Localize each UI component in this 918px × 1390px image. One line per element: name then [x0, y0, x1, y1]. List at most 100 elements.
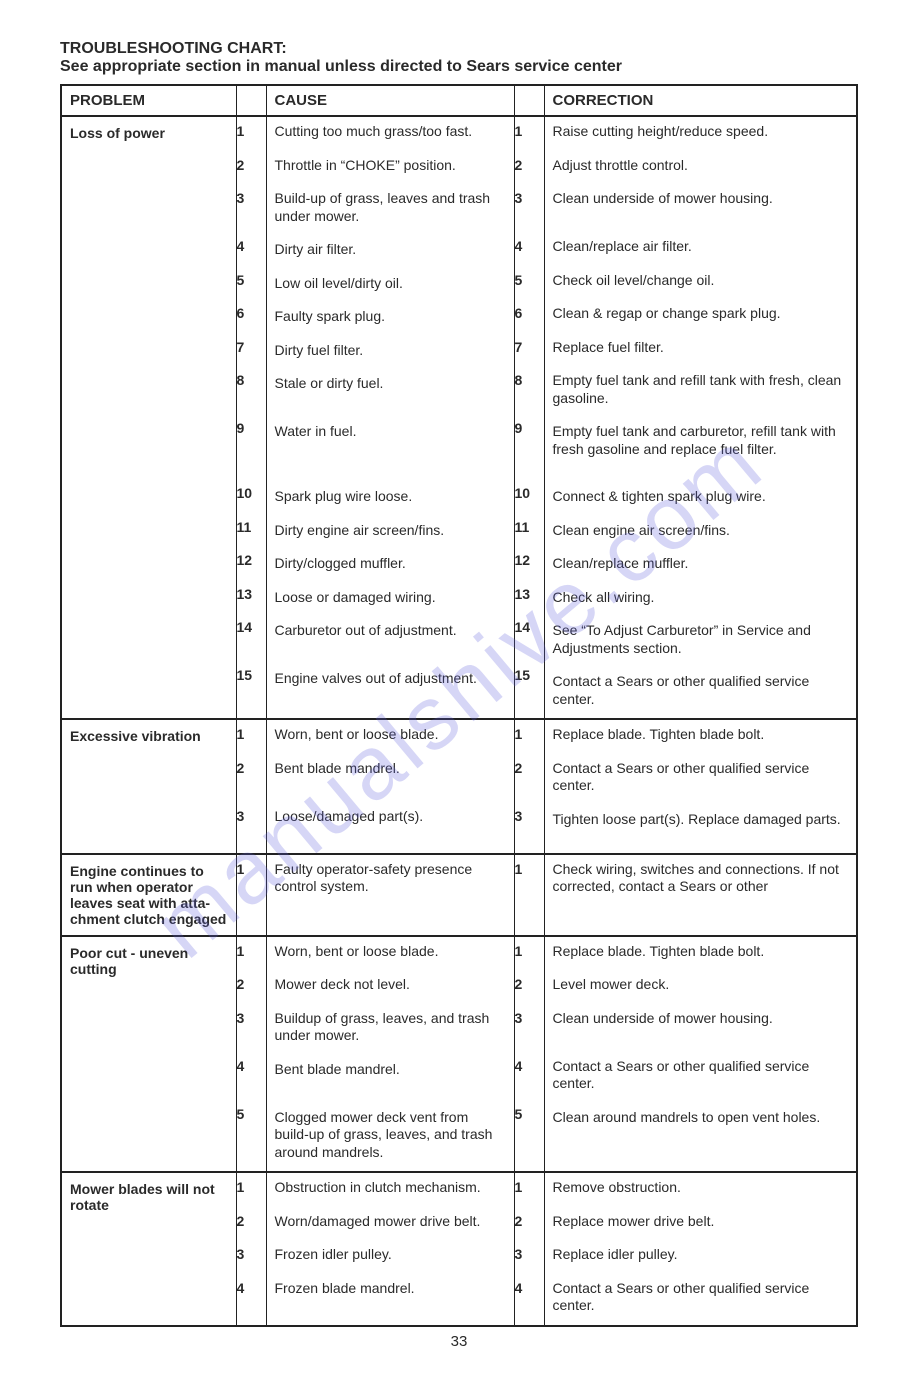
cell-cause: Dirty fuel filter.: [267, 336, 514, 370]
cell-cause: Engine valves out of adjustment.: [267, 664, 514, 712]
row-number: 8: [237, 366, 266, 414]
cell-correction: Replace mower drive belt.: [545, 1207, 857, 1241]
cell-correction: Check oil level/change oil.: [545, 266, 857, 300]
cell-correction: Check wiring, switches and connections. …: [545, 855, 857, 920]
row-number: 3: [237, 1004, 266, 1052]
cell-cause: Worn, bent or loose blade.: [267, 720, 514, 754]
cell-cause: Water in fuel.: [267, 417, 514, 482]
row-number: 13: [515, 580, 544, 614]
cell-correction: Adjust throttle control.: [545, 151, 857, 185]
cell-correction: Clean underside of mower housing.: [545, 184, 857, 232]
cell-cause: Stale or dirty fuel.: [267, 369, 514, 417]
table-section-row: Excessive vibration123Worn, bent or loos…: [61, 719, 857, 854]
cell-cause: Bent blade mandrel.: [267, 1055, 514, 1103]
cell-correction: Remove obstruction.: [545, 1173, 857, 1207]
row-number: 6: [515, 299, 544, 333]
table-section-row: Loss of power123456789101112131415Cuttin…: [61, 116, 857, 719]
cell-cause: Low oil level/dirty oil.: [267, 269, 514, 303]
cell-correction: Clean around mandrels to open vent holes…: [545, 1103, 857, 1168]
row-number: 2: [515, 1207, 544, 1241]
cell-cause: Throttle in “CHOKE” position.: [267, 151, 514, 185]
row-number: 1: [237, 937, 266, 971]
row-number: 1: [237, 117, 266, 151]
cell-cause: Faulty operator-safety presence control …: [267, 855, 514, 920]
row-number: 4: [515, 232, 544, 266]
row-number: 4: [237, 1274, 266, 1322]
page-title-2: See appropriate section in manual unless…: [60, 58, 858, 76]
row-number: 3: [515, 1004, 544, 1052]
cell-correction: Check all wiring.: [545, 583, 857, 617]
row-number: 7: [515, 333, 544, 367]
row-number: 2: [515, 754, 544, 802]
row-number: 11: [515, 513, 544, 547]
row-number: 1: [237, 720, 266, 754]
page-title-1: TROUBLESHOOTING CHART:: [60, 40, 858, 58]
problem-label: Engine continues to run when operator le…: [62, 855, 236, 935]
row-number: 3: [515, 802, 544, 850]
problem-label: Mower blades will not rotate: [62, 1173, 236, 1221]
row-number: 9: [237, 414, 266, 479]
row-number: 2: [237, 970, 266, 1004]
row-number: 2: [515, 970, 544, 1004]
cell-correction: Contact a Sears or other qualified servi…: [545, 754, 857, 805]
row-number: 3: [237, 802, 266, 850]
row-number: 4: [237, 1052, 266, 1100]
cell-cause: Clogged mower deck vent from build-up of…: [267, 1103, 514, 1172]
row-number: 1: [515, 937, 544, 971]
cell-cause: Worn, bent or loose blade.: [267, 937, 514, 971]
cell-correction: Replace blade. Tighten blade bolt.: [545, 937, 857, 971]
cell-correction: Contact a Sears or other qualified servi…: [545, 1052, 857, 1103]
col-header-num-a: [236, 85, 266, 116]
cell-cause: Worn/damaged mower drive belt.: [267, 1207, 514, 1241]
cell-cause: Dirty engine air screen/fins.: [267, 516, 514, 550]
cell-cause: Bent blade mandrel.: [267, 754, 514, 802]
row-number: 14: [237, 613, 266, 661]
row-number: 1: [237, 855, 266, 920]
row-number: 4: [515, 1274, 544, 1322]
row-number: 10: [237, 479, 266, 513]
cell-cause: Loose/damaged part(s).: [267, 802, 514, 850]
row-number: 2: [515, 151, 544, 185]
cell-cause: Faulty spark plug.: [267, 302, 514, 336]
cell-correction: Empty fuel tank and carburetor, refill t…: [545, 417, 857, 482]
cell-correction: Contact a Sears or other qualified servi…: [545, 667, 857, 718]
row-number: 2: [237, 754, 266, 802]
cell-cause: Loose or damaged wiring.: [267, 583, 514, 617]
row-number: 15: [237, 661, 266, 709]
col-header-problem: PROBLEM: [61, 85, 236, 116]
cell-correction: Clean/replace muffler.: [545, 549, 857, 583]
cell-correction: See “To Adjust Carburetor” in Service an…: [545, 616, 857, 667]
cell-cause: Carburetor out of adjustment.: [267, 616, 514, 664]
row-number: 10: [515, 479, 544, 513]
row-number: 5: [515, 266, 544, 300]
row-number: 3: [515, 184, 544, 232]
troubleshooting-table: PROBLEM CAUSE CORRECTION Loss of power12…: [60, 84, 858, 1327]
cell-correction: Clean underside of mower housing.: [545, 1004, 857, 1052]
table-section-row: Poor cut - uneven cutting12345Worn, bent…: [61, 936, 857, 1173]
row-number: 4: [515, 1052, 544, 1100]
cell-correction: Empty fuel tank and refill tank with fre…: [545, 366, 857, 417]
row-number: 5: [237, 1100, 266, 1165]
table-body: Loss of power123456789101112131415Cuttin…: [61, 116, 857, 1326]
problem-label: Excessive vibration: [62, 720, 236, 752]
row-number: 2: [237, 151, 266, 185]
cell-correction: Clean & regap or change spark plug.: [545, 299, 857, 333]
cell-correction: Replace idler pulley.: [545, 1240, 857, 1274]
row-number: 1: [515, 855, 544, 920]
cell-cause: Mower deck not level.: [267, 970, 514, 1004]
col-header-num-b: [514, 85, 544, 116]
cell-cause: Dirty/clogged muffler.: [267, 549, 514, 583]
row-number: 11: [237, 513, 266, 547]
table-header-row: PROBLEM CAUSE CORRECTION: [61, 85, 857, 116]
row-number: 4: [237, 232, 266, 266]
row-number: 14: [515, 613, 544, 661]
cell-correction: Raise cutting height/reduce speed.: [545, 117, 857, 151]
row-number: 3: [237, 184, 266, 232]
cell-cause: Buildup of grass, leaves, and trash unde…: [267, 1004, 514, 1055]
row-number: 3: [237, 1240, 266, 1274]
row-number: 3: [515, 1240, 544, 1274]
cell-cause: Dirty air filter.: [267, 235, 514, 269]
col-header-cause: CAUSE: [266, 85, 514, 116]
cell-cause: Spark plug wire loose.: [267, 482, 514, 516]
problem-label: Poor cut - uneven cutting: [62, 937, 236, 985]
